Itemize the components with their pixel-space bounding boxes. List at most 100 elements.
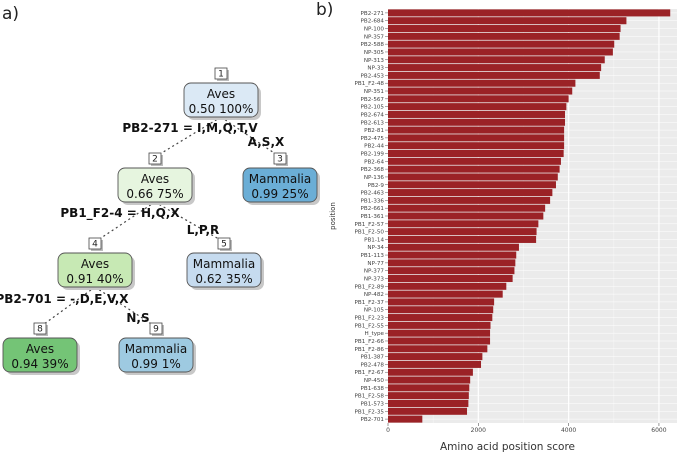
- bar-PB2-64: [388, 157, 561, 165]
- split-rule: PB2-271 = I,M,Q,T,V: [122, 121, 258, 135]
- split-alt: A,S,X: [248, 135, 285, 149]
- y-tick-label: PB1_F2-58: [355, 394, 385, 400]
- bar-PB1-361: [388, 212, 544, 220]
- bar-PB1_F2-48: [388, 79, 576, 87]
- bar-PB2-475: [388, 134, 565, 142]
- y-tick-label: PB1-113: [361, 253, 385, 259]
- bar-NP-377: [388, 267, 515, 275]
- node-id-box: [33, 322, 47, 335]
- y-tick-label: NP-357: [364, 34, 385, 40]
- y-tick-label: PB1_F2-67: [355, 370, 385, 376]
- node-stats: 0.66 75%: [126, 187, 183, 201]
- y-tick-label: PB2-684: [361, 19, 385, 25]
- bar-NP-77: [388, 259, 516, 267]
- y-tick-label: PB1-573: [361, 401, 385, 407]
- y-tick-label: PB2-588: [361, 42, 385, 48]
- y-tick-label: NP-33: [367, 66, 384, 72]
- y-tick-label: PB2-674: [361, 112, 385, 118]
- node-id-box: [217, 237, 231, 250]
- y-tick-label: PB2-478: [361, 362, 385, 368]
- node-stats: 0.62 35%: [195, 272, 252, 286]
- y-tick-label: PB2-475: [361, 136, 385, 142]
- node-class: Aves: [141, 172, 169, 186]
- bar-NP-450: [388, 376, 471, 384]
- bar-PB1-113: [388, 251, 517, 259]
- node-box: [118, 337, 194, 373]
- bar-PB1_F2-37: [388, 298, 495, 306]
- bar-PB1-638: [388, 384, 470, 392]
- y-axis-title: position: [329, 202, 337, 230]
- node-id-label: 3: [277, 155, 283, 165]
- node-stats: 0.94 39%: [11, 357, 68, 371]
- y-tick-label: PB2-613: [361, 120, 385, 126]
- y-tick-label: PB2-105: [361, 105, 385, 111]
- tree-edge: [154, 201, 225, 243]
- tree-edge: [39, 286, 96, 328]
- bar-PB2-81: [388, 126, 565, 134]
- node-class: Aves: [26, 342, 54, 356]
- bar-NP-313: [388, 56, 605, 64]
- bar-PB1_F2-57: [388, 220, 539, 228]
- y-tick-label: PB1_F2-55: [355, 323, 385, 329]
- bar-H_type: [388, 329, 491, 337]
- tree-edge: [94, 286, 157, 328]
- node-stats: 0.99 1%: [131, 357, 181, 371]
- y-tick-label: NP-351: [364, 89, 385, 95]
- node-id-box: [88, 237, 102, 250]
- y-tick-label: PB1_F2-50: [355, 230, 385, 236]
- node-box: [117, 167, 193, 203]
- node-id-label: 9: [153, 325, 159, 335]
- y-tick-label: PB1-638: [361, 386, 385, 392]
- node-class: Mammalia: [193, 257, 255, 271]
- bar-PB2-453: [388, 71, 600, 79]
- y-tick-label: PB2-199: [361, 152, 385, 158]
- node-box: [242, 167, 318, 203]
- split-alt: L,P,R: [187, 223, 220, 237]
- bar-PB2-674: [388, 110, 566, 118]
- bar-PB1_F2-23: [388, 314, 493, 322]
- bar-PB2-44: [388, 142, 565, 150]
- node-id-label: 4: [92, 240, 98, 250]
- node-stats: 0.99 25%: [251, 187, 308, 201]
- bar-PB1_F2-55: [388, 321, 491, 329]
- bar-PB2-661: [388, 204, 546, 212]
- node-stats: 0.50 100%: [189, 102, 254, 116]
- node-id-box: [148, 152, 162, 165]
- bar-NP-33: [388, 64, 602, 72]
- bar-PB1_F2-67: [388, 368, 473, 376]
- y-tick-label: NP-482: [364, 292, 384, 298]
- node-stats: 0.91 40%: [66, 272, 123, 286]
- y-tick-label: PB1_F2-37: [355, 300, 385, 306]
- y-tick-label: PB1-387: [361, 355, 385, 361]
- y-tick-label: PB2-567: [361, 97, 385, 103]
- tree-edge: [94, 201, 156, 243]
- y-tick-label: PB2-701: [361, 417, 385, 423]
- y-tick-label: NP-34: [367, 245, 384, 251]
- y-tick-label: PB1_F2-57: [355, 222, 385, 228]
- y-tick-label: PB2-44: [364, 144, 384, 150]
- node-id-box: [273, 152, 287, 165]
- node-class: Mammalia: [249, 172, 311, 186]
- y-tick-label: NP-377: [364, 269, 385, 275]
- y-tick-label: PB2-661: [361, 206, 385, 212]
- node-box: [2, 337, 78, 373]
- bar-PB1_F2-58: [388, 392, 469, 400]
- bar-PB2-105: [388, 103, 567, 111]
- bar-PB2-478: [388, 360, 482, 368]
- x-tick-label: 0: [386, 427, 390, 434]
- bar-PB1_F2-89: [388, 282, 507, 290]
- y-tick-label: PB1-14: [364, 237, 384, 243]
- y-tick-label: NP-305: [364, 50, 385, 56]
- bar-PB1_F2-50: [388, 228, 537, 236]
- bar-PB2-684: [388, 17, 627, 25]
- bar-PB2-199: [388, 149, 564, 158]
- bar-PB2-567: [388, 95, 569, 103]
- bar-PB2-701: [388, 415, 423, 423]
- bar-PB1_F2-35: [388, 407, 468, 415]
- y-tick-label: PB2-453: [361, 73, 385, 79]
